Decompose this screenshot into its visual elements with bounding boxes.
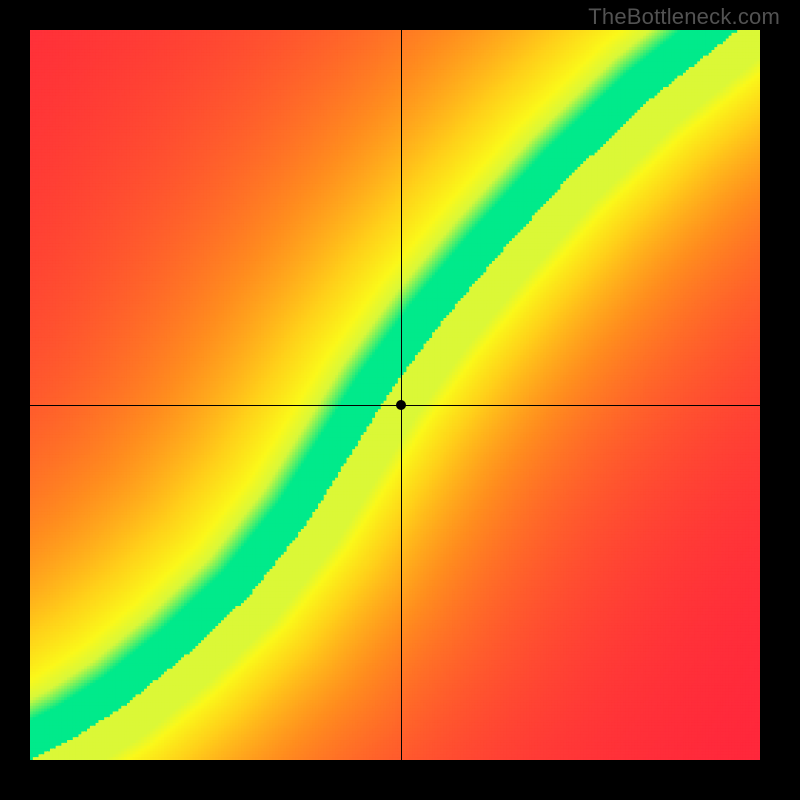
heatmap-figure: { "watermark": { "text": "TheBottleneck.… — [0, 0, 800, 800]
heatmap-canvas — [30, 30, 760, 760]
watermark-text: TheBottleneck.com — [588, 4, 780, 30]
plot-area — [30, 30, 760, 760]
crosshair-marker — [396, 400, 406, 410]
